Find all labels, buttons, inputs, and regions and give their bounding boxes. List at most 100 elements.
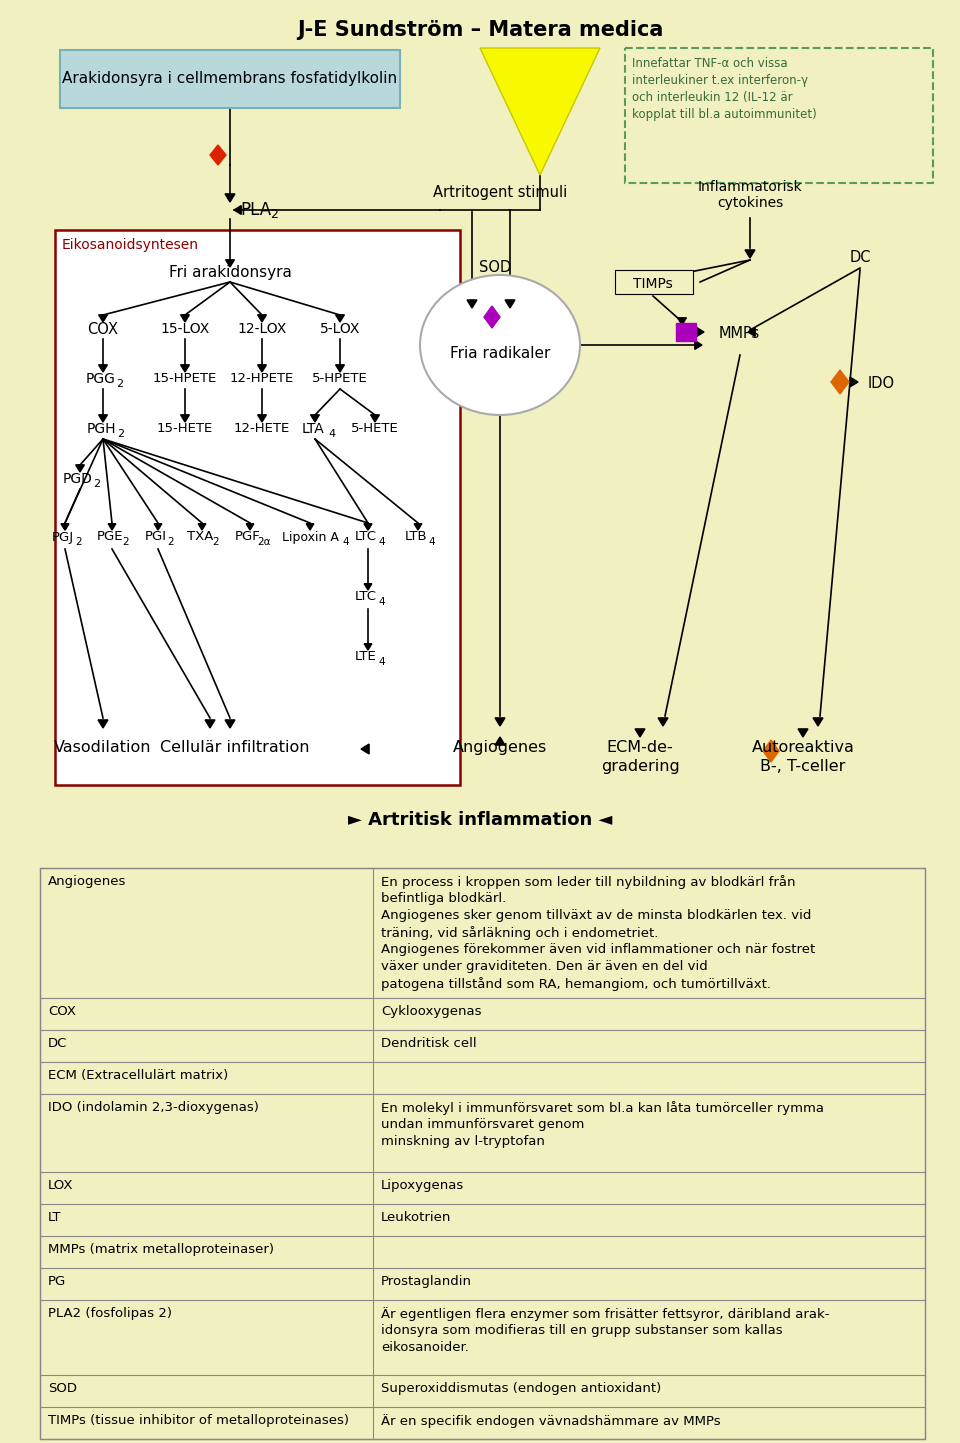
Text: Dendritisk cell: Dendritisk cell (381, 1038, 476, 1051)
Polygon shape (678, 317, 686, 325)
Polygon shape (61, 524, 69, 530)
Text: J-E Sundström – Matera medica: J-E Sundström – Matera medica (297, 20, 663, 40)
Polygon shape (180, 365, 189, 372)
Polygon shape (798, 729, 808, 737)
Text: TIMPs: TIMPs (634, 277, 673, 291)
Polygon shape (495, 719, 505, 726)
Text: En molekyl i immunförsvaret som bl.a kan låta tumörceller rymma
undan immunförsv: En molekyl i immunförsvaret som bl.a kan… (381, 1101, 824, 1149)
Polygon shape (695, 341, 702, 349)
Polygon shape (364, 644, 372, 649)
Polygon shape (180, 414, 189, 421)
Text: DC: DC (850, 251, 871, 266)
Text: Autoreaktiva
B-, T-celler: Autoreaktiva B-, T-celler (752, 740, 854, 773)
Text: TIMPs (tissue inhibitor of metalloproteinases): TIMPs (tissue inhibitor of metalloprotei… (48, 1414, 349, 1427)
Polygon shape (99, 315, 108, 322)
Polygon shape (696, 328, 704, 338)
Text: ► Artritisk inflammation ◄: ► Artritisk inflammation ◄ (348, 811, 612, 828)
Text: Eikosanoidsyntesen: Eikosanoidsyntesen (62, 238, 199, 253)
Polygon shape (361, 745, 369, 753)
Polygon shape (480, 48, 600, 175)
Text: 5-HPETE: 5-HPETE (312, 372, 368, 385)
Polygon shape (225, 720, 235, 729)
Text: PGE: PGE (97, 531, 123, 544)
Text: 4: 4 (378, 657, 385, 667)
Polygon shape (155, 524, 162, 530)
Text: Fri arakidonsyra: Fri arakidonsyra (169, 264, 292, 280)
Text: 2: 2 (168, 537, 175, 547)
Polygon shape (226, 260, 234, 267)
Text: PGJ: PGJ (52, 531, 74, 544)
Polygon shape (180, 315, 189, 322)
Text: 2: 2 (76, 537, 83, 547)
Polygon shape (306, 524, 314, 530)
Text: Innefattar TNF-α och vissa
interleukiner t.ex interferon-γ
och interleukin 12 (I: Innefattar TNF-α och vissa interleukiner… (632, 58, 817, 121)
Polygon shape (311, 414, 320, 421)
Polygon shape (371, 414, 379, 421)
Text: 12-LOX: 12-LOX (237, 322, 287, 336)
Text: 4: 4 (378, 537, 385, 547)
Polygon shape (336, 365, 345, 372)
Polygon shape (234, 205, 241, 215)
Text: IDO: IDO (868, 375, 895, 391)
Text: PG: PG (48, 1276, 66, 1289)
Polygon shape (745, 250, 755, 258)
FancyBboxPatch shape (55, 229, 460, 785)
Polygon shape (484, 306, 500, 328)
Text: ECM (Extracellulärt matrix): ECM (Extracellulärt matrix) (48, 1069, 228, 1082)
Text: 15-HPETE: 15-HPETE (153, 372, 217, 385)
Text: LTB: LTB (405, 531, 427, 544)
Text: LTA: LTA (301, 421, 324, 436)
Text: LOX: LOX (48, 1179, 74, 1192)
Text: Angiogenes: Angiogenes (453, 740, 547, 755)
Polygon shape (108, 524, 116, 530)
FancyBboxPatch shape (40, 869, 925, 1439)
Polygon shape (676, 323, 696, 341)
Text: 2: 2 (123, 537, 130, 547)
Text: PGI: PGI (145, 531, 167, 544)
Text: Leukotrien: Leukotrien (381, 1211, 451, 1224)
Text: SOD: SOD (479, 261, 511, 276)
Text: Inflammatorisk
cytokines: Inflammatorisk cytokines (698, 180, 803, 211)
Text: 4: 4 (328, 429, 336, 439)
Polygon shape (246, 524, 253, 530)
Text: PGH: PGH (86, 421, 116, 436)
Polygon shape (257, 414, 266, 421)
Text: 5-HETE: 5-HETE (351, 423, 398, 436)
FancyBboxPatch shape (625, 48, 933, 183)
Text: 15-HETE: 15-HETE (156, 423, 213, 436)
Text: 2: 2 (117, 429, 125, 439)
Polygon shape (495, 737, 505, 745)
Text: MMPs (matrix metalloproteinaser): MMPs (matrix metalloproteinaser) (48, 1242, 274, 1255)
Polygon shape (414, 524, 421, 530)
Polygon shape (748, 328, 756, 336)
Polygon shape (198, 524, 205, 530)
FancyBboxPatch shape (615, 270, 693, 294)
Polygon shape (763, 740, 779, 762)
Text: En process i kroppen som leder till nybildning av blodkärl från
befintliga blodk: En process i kroppen som leder till nybi… (381, 874, 815, 990)
Polygon shape (225, 193, 235, 202)
Text: 2: 2 (213, 537, 219, 547)
Text: 4: 4 (378, 597, 385, 608)
Text: 4: 4 (343, 537, 349, 547)
Text: Arakidonsyra i cellmembrans fosfatidylkolin: Arakidonsyra i cellmembrans fosfatidylko… (62, 72, 397, 87)
Text: LTC: LTC (355, 531, 377, 544)
Text: Fria radikaler: Fria radikaler (450, 345, 550, 361)
Text: Vasodilation: Vasodilation (55, 740, 152, 755)
Text: Cellulär infiltration: Cellulär infiltration (160, 740, 310, 755)
Text: 2: 2 (116, 380, 124, 390)
Text: 12-HETE: 12-HETE (234, 423, 290, 436)
Text: 2: 2 (270, 208, 277, 221)
Polygon shape (831, 369, 849, 394)
Text: Är egentligen flera enzymer som frisätter fettsyror, däribland arak-
idonsyra so: Är egentligen flera enzymer som frisätte… (381, 1307, 829, 1354)
Polygon shape (636, 729, 645, 737)
Polygon shape (99, 365, 108, 372)
Text: PLA: PLA (240, 201, 271, 219)
Text: ECM-de-
gradering: ECM-de- gradering (601, 740, 680, 773)
Text: IDO (indolamin 2,3-dioxygenas): IDO (indolamin 2,3-dioxygenas) (48, 1101, 259, 1114)
Polygon shape (658, 719, 668, 726)
Polygon shape (813, 719, 823, 726)
Text: Prostaglandin: Prostaglandin (381, 1276, 472, 1289)
Text: SOD: SOD (48, 1382, 77, 1395)
Polygon shape (336, 315, 345, 322)
Text: TXA: TXA (187, 531, 213, 544)
